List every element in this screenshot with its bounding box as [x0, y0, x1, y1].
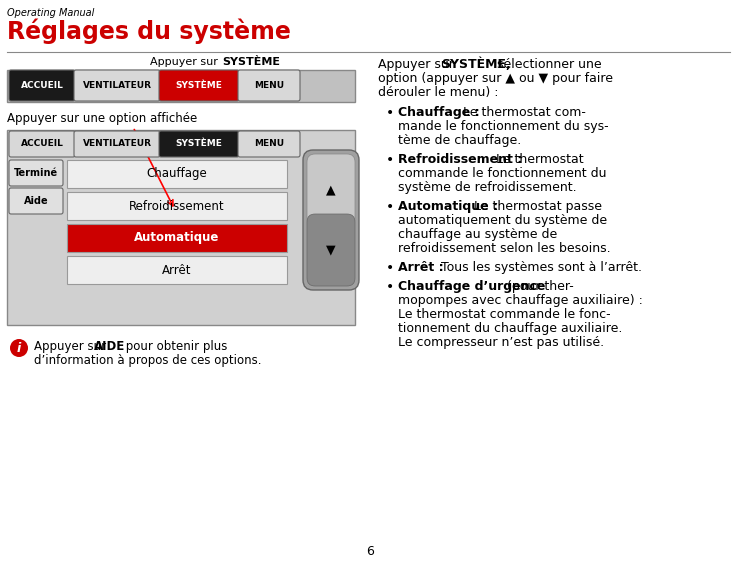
Bar: [7, 70, 355, 102]
Text: Automatique: Automatique: [134, 232, 220, 244]
FancyBboxPatch shape: [9, 70, 75, 101]
FancyBboxPatch shape: [159, 131, 239, 157]
FancyBboxPatch shape: [238, 131, 300, 157]
Text: i: i: [17, 341, 21, 355]
Bar: [7, 130, 355, 325]
Text: MENU: MENU: [254, 140, 284, 149]
Circle shape: [10, 339, 28, 357]
Text: pour obtenir plus: pour obtenir plus: [122, 340, 228, 353]
Text: Chauffage: Chauffage: [147, 168, 207, 181]
Text: dérouler le menu) :: dérouler le menu) :: [378, 86, 498, 99]
Text: Le compresseur n’est pas utilisé.: Le compresseur n’est pas utilisé.: [398, 336, 604, 349]
Text: AIDE: AIDE: [94, 340, 125, 353]
Text: SYSTÈME: SYSTÈME: [175, 81, 223, 90]
Text: Appuyer sur: Appuyer sur: [150, 57, 221, 67]
Text: Operating Manual: Operating Manual: [7, 8, 94, 18]
Text: ACCUEIL: ACCUEIL: [21, 140, 63, 149]
FancyBboxPatch shape: [74, 131, 160, 157]
Text: système de refroidissement.: système de refroidissement.: [398, 181, 576, 194]
Text: ▼: ▼: [326, 244, 336, 256]
Text: •: •: [386, 280, 394, 294]
Text: Appuyer sur: Appuyer sur: [378, 58, 458, 71]
Text: Le thermostat: Le thermostat: [492, 153, 584, 166]
Text: •: •: [386, 261, 394, 275]
Text: sélectionner une: sélectionner une: [493, 58, 601, 71]
Text: Appuyer sur: Appuyer sur: [34, 340, 110, 353]
Text: Chauffage d’urgence: Chauffage d’urgence: [398, 280, 545, 293]
FancyBboxPatch shape: [303, 150, 359, 290]
Text: •: •: [386, 153, 394, 167]
Bar: [67, 224, 287, 252]
FancyBboxPatch shape: [9, 131, 75, 157]
Text: Réglages du système: Réglages du système: [7, 18, 291, 43]
Text: Tous les systèmes sont à l’arrêt.: Tous les systèmes sont à l’arrêt.: [437, 261, 642, 274]
Text: Arrêt :: Arrêt :: [398, 261, 444, 274]
FancyBboxPatch shape: [307, 214, 355, 286]
FancyBboxPatch shape: [238, 70, 300, 101]
Text: •: •: [386, 200, 394, 214]
Text: VENTILATEUR: VENTILATEUR: [83, 81, 152, 90]
FancyBboxPatch shape: [159, 70, 239, 101]
FancyBboxPatch shape: [9, 188, 63, 214]
Text: SYSTÈME: SYSTÈME: [175, 140, 223, 149]
Text: Arrêt: Arrêt: [162, 264, 192, 276]
Bar: [67, 160, 287, 188]
Text: Aide: Aide: [24, 196, 49, 206]
Text: Le thermostat passe: Le thermostat passe: [470, 200, 602, 213]
Text: option (appuyer sur ▲ ou ▼ pour faire: option (appuyer sur ▲ ou ▼ pour faire: [378, 72, 613, 85]
Text: SYSTÈME,: SYSTÈME,: [441, 58, 511, 72]
Text: ▲: ▲: [326, 184, 336, 197]
Text: •: •: [386, 106, 394, 120]
Text: refroidissement selon les besoins.: refroidissement selon les besoins.: [398, 242, 611, 255]
Text: chauffage au système de: chauffage au système de: [398, 228, 557, 241]
Text: Automatique :: Automatique :: [398, 200, 498, 213]
Text: Le thermostat commande le fonc-: Le thermostat commande le fonc-: [398, 308, 611, 321]
Text: automatiquement du système de: automatiquement du système de: [398, 214, 607, 227]
Text: SYSTÈME: SYSTÈME: [222, 57, 280, 67]
Text: Refroidissement :: Refroidissement :: [398, 153, 523, 166]
Text: Terminé: Terminé: [14, 168, 58, 178]
Text: commande le fonctionnement du: commande le fonctionnement du: [398, 167, 607, 180]
Text: VENTILATEUR: VENTILATEUR: [83, 140, 152, 149]
Text: (pour ther-: (pour ther-: [503, 280, 574, 293]
Text: tionnement du chauffage auxiliaire.: tionnement du chauffage auxiliaire.: [398, 322, 622, 335]
Text: ACCUEIL: ACCUEIL: [21, 81, 63, 90]
Text: Le thermostat com-: Le thermostat com-: [459, 106, 586, 119]
Text: Chauffage :: Chauffage :: [398, 106, 480, 119]
FancyBboxPatch shape: [307, 154, 355, 226]
Bar: [67, 256, 287, 284]
Text: MENU: MENU: [254, 81, 284, 90]
Text: mande le fonctionnement du sys-: mande le fonctionnement du sys-: [398, 120, 609, 133]
FancyBboxPatch shape: [74, 70, 160, 101]
Text: tème de chauffage.: tème de chauffage.: [398, 134, 521, 147]
Bar: [67, 192, 287, 220]
Text: 6: 6: [366, 545, 374, 558]
Text: Refroidissement: Refroidissement: [129, 200, 225, 213]
Text: Appuyer sur une option affichée: Appuyer sur une option affichée: [7, 112, 198, 125]
Text: mopompes avec chauffage auxiliaire) :: mopompes avec chauffage auxiliaire) :: [398, 294, 643, 307]
FancyBboxPatch shape: [9, 160, 63, 186]
Text: d’information à propos de ces options.: d’information à propos de ces options.: [34, 354, 262, 367]
